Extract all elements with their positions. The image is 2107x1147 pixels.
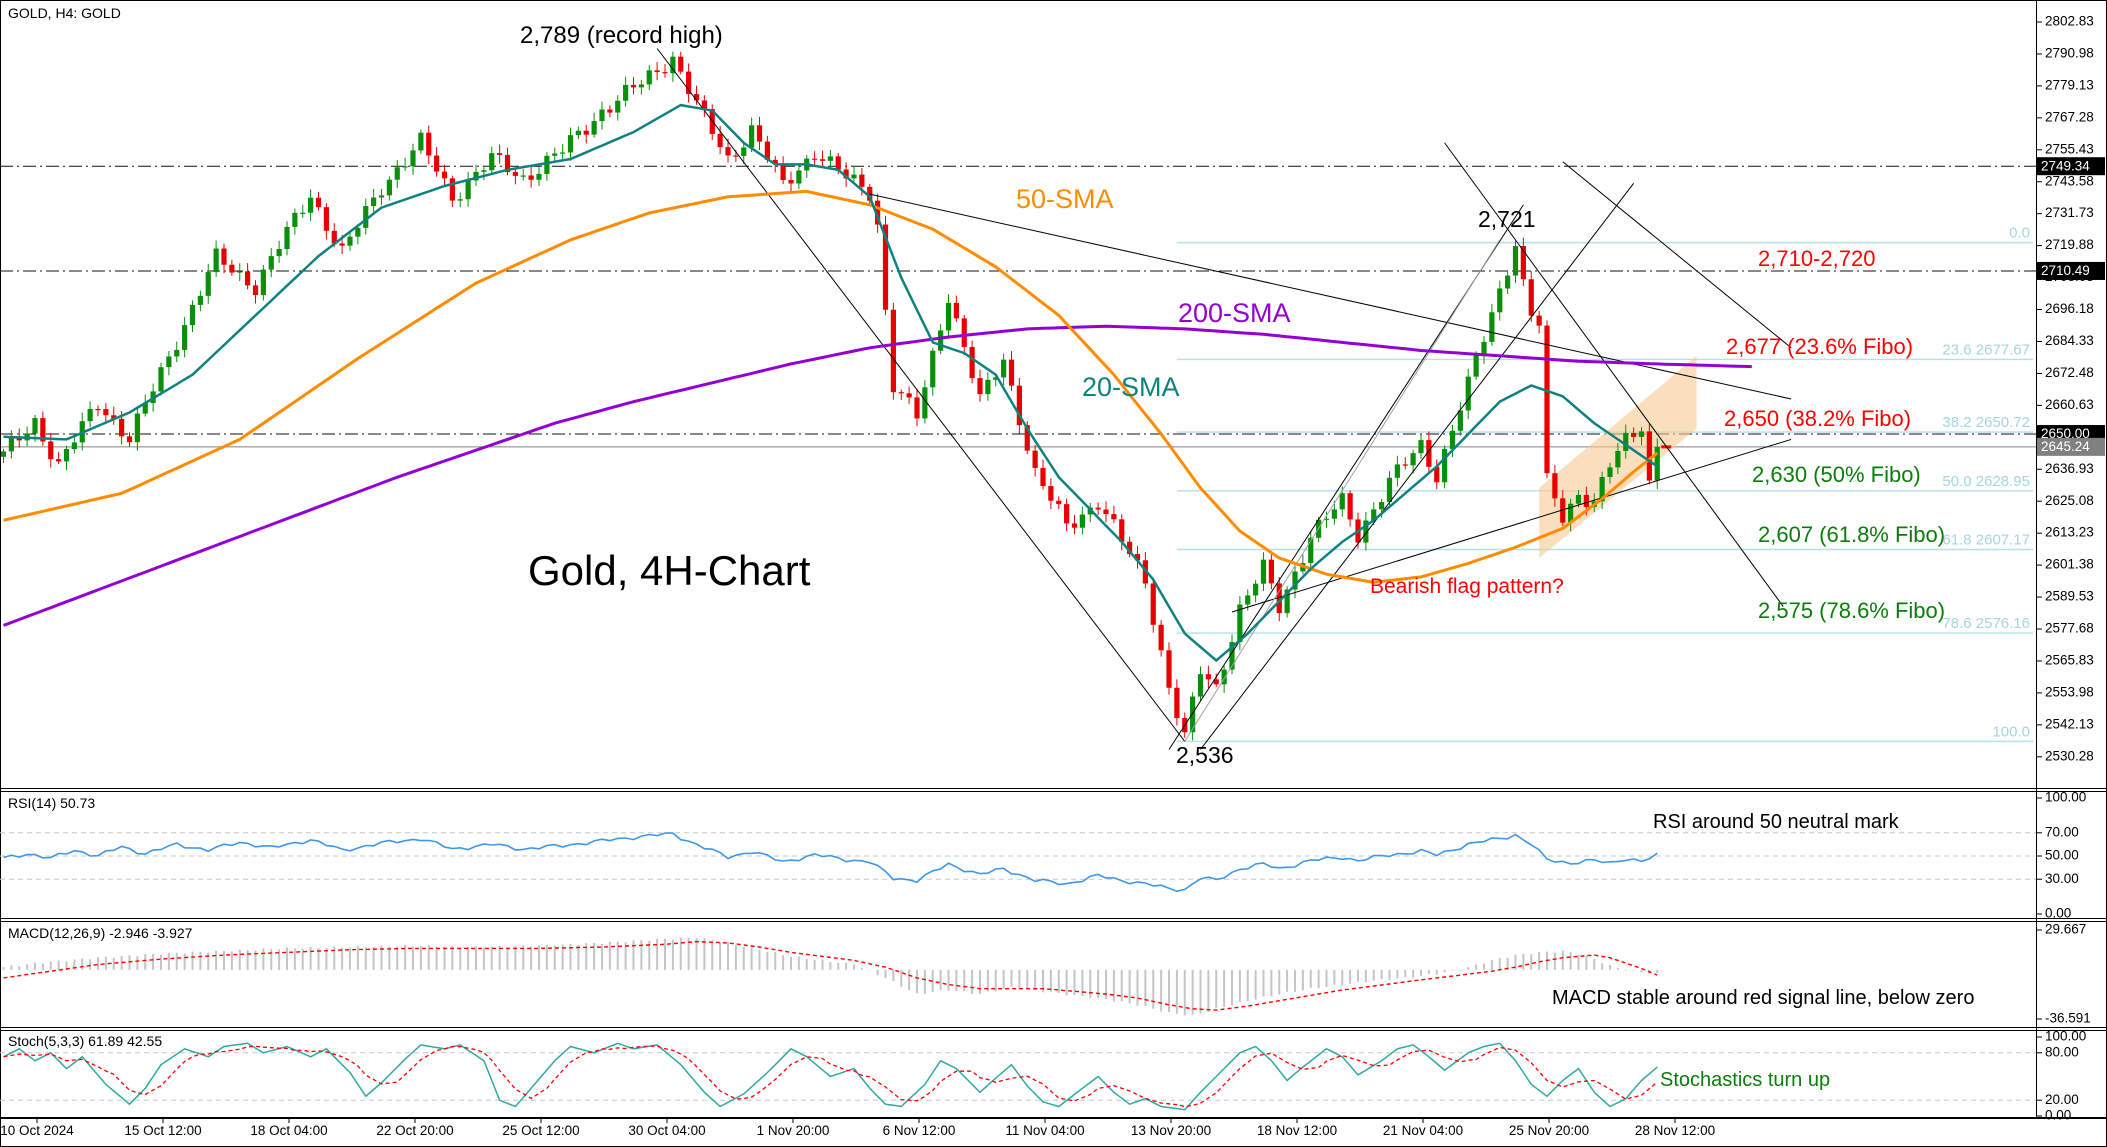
low-price-annotation: 2,536 xyxy=(1176,742,1234,768)
svg-text:20.00: 20.00 xyxy=(2045,1092,2079,1107)
zone-2710-2720-label: 2,710-2,720 xyxy=(1758,246,1876,271)
bearish-flag-annotation: Bearish flag pattern? xyxy=(1370,575,1564,598)
stochastic-panel xyxy=(0,1036,2042,1117)
svg-text:30.00: 30.00 xyxy=(2045,871,2079,886)
svg-text:2589.53: 2589.53 xyxy=(2045,589,2094,604)
svg-text:2625.08: 2625.08 xyxy=(2045,493,2094,508)
sma200-label: 200-SMA xyxy=(1178,298,1291,328)
svg-text:80.00: 80.00 xyxy=(2045,1044,2079,1059)
fibo-236-label: 2,677 (23.6% Fibo) xyxy=(1726,334,1914,359)
svg-text:29.667: 29.667 xyxy=(2045,922,2086,937)
candlesticks xyxy=(0,51,1672,741)
svg-text:6 Nov 12:00: 6 Nov 12:00 xyxy=(883,1123,956,1138)
svg-text:2672.48: 2672.48 xyxy=(2045,365,2094,380)
svg-text:2731.73: 2731.73 xyxy=(2045,205,2094,220)
svg-text:2684.33: 2684.33 xyxy=(2045,333,2094,348)
price-axis: 2802.83 2790.98 2779.13 2767.28 2755.43 2743.… xyxy=(2036,14,2105,1123)
svg-text:28 Nov 12:00: 28 Nov 12:00 xyxy=(1635,1123,1715,1138)
fibo-retracement-lines: 0.0 23.6 2677.67 38.2 2650.72 50.0 2628.95 6… xyxy=(1176,225,2033,743)
svg-text:2553.98: 2553.98 xyxy=(2045,684,2094,699)
svg-text:0.00: 0.00 xyxy=(2045,906,2071,921)
svg-text:2660.63: 2660.63 xyxy=(2045,397,2094,412)
sma-50-line xyxy=(3,189,1659,584)
svg-text:21 Nov 04:00: 21 Nov 04:00 xyxy=(1383,1123,1463,1138)
sma-20-line xyxy=(3,103,1659,663)
svg-text:2767.28: 2767.28 xyxy=(2045,109,2094,124)
svg-text:22 Oct 20:00: 22 Oct 20:00 xyxy=(376,1123,453,1138)
stoch-note-annotation: Stochastics turn up xyxy=(1660,1069,1831,1091)
svg-text:25 Nov 20:00: 25 Nov 20:00 xyxy=(1509,1123,1589,1138)
svg-text:2749.34: 2749.34 xyxy=(2041,158,2090,173)
svg-text:2779.13: 2779.13 xyxy=(2045,77,2094,92)
svg-text:13 Nov 20:00: 13 Nov 20:00 xyxy=(1131,1123,1211,1138)
svg-text:61.8 2607.17: 61.8 2607.17 xyxy=(1942,531,2030,548)
svg-text:2710.49: 2710.49 xyxy=(2041,263,2090,278)
fibo-50-label: 2,630 (50% Fibo) xyxy=(1752,462,1921,487)
svg-text:100.00: 100.00 xyxy=(2045,790,2086,805)
svg-text:78.6 2576.16: 78.6 2576.16 xyxy=(1942,615,2030,632)
svg-text:100.00: 100.00 xyxy=(2045,1029,2086,1044)
svg-text:10 Oct 2024: 10 Oct 2024 xyxy=(0,1123,74,1138)
svg-text:2719.88: 2719.88 xyxy=(2045,237,2094,252)
svg-text:18 Nov 12:00: 18 Nov 12:00 xyxy=(1257,1123,1337,1138)
svg-text:38.2 2650.72: 38.2 2650.72 xyxy=(1942,414,2030,431)
rsi-note-annotation: RSI around 50 neutral mark xyxy=(1653,811,1899,833)
svg-text:2790.98: 2790.98 xyxy=(2045,46,2094,61)
sma50-label: 50-SMA xyxy=(1016,184,1114,214)
svg-text:30 Oct 04:00: 30 Oct 04:00 xyxy=(628,1123,705,1138)
svg-text:70.00: 70.00 xyxy=(2045,824,2079,839)
svg-text:0.00: 0.00 xyxy=(2045,1108,2071,1123)
svg-text:50.0 2628.95: 50.0 2628.95 xyxy=(1942,473,2030,490)
svg-text:2636.93: 2636.93 xyxy=(2045,461,2094,476)
trendlines xyxy=(656,48,1792,750)
svg-text:0.0: 0.0 xyxy=(2009,225,2030,242)
macd-indicator-label: MACD(12,26,9) -2.946 -3.927 xyxy=(8,925,193,941)
svg-text:2696.18: 2696.18 xyxy=(2045,301,2094,316)
sma20-label: 20-SMA xyxy=(1082,372,1180,402)
svg-text:2645.24: 2645.24 xyxy=(2041,439,2090,454)
record-high-annotation: 2,789 (record high) xyxy=(520,22,723,49)
svg-text:15 Oct 12:00: 15 Oct 12:00 xyxy=(124,1123,201,1138)
rsi-indicator-label: RSI(14) 50.73 xyxy=(8,795,96,811)
svg-text:2613.23: 2613.23 xyxy=(2045,525,2094,540)
svg-text:100.0: 100.0 xyxy=(1992,723,2030,740)
svg-text:2530.28: 2530.28 xyxy=(2045,748,2094,763)
chart-title: Gold, 4H-Chart xyxy=(528,547,811,594)
stoch-indicator-label: Stoch(5,3,3) 61.89 42.55 xyxy=(8,1033,163,1049)
svg-text:2601.38: 2601.38 xyxy=(2045,557,2094,572)
rsi-panel xyxy=(0,797,2042,915)
svg-text:2755.43: 2755.43 xyxy=(2045,141,2094,156)
fibo-786-label: 2,575 (78.6% Fibo) xyxy=(1758,598,1946,623)
svg-text:1 Nov 20:00: 1 Nov 20:00 xyxy=(757,1123,830,1138)
svg-text:2577.68: 2577.68 xyxy=(2045,621,2094,636)
svg-text:18 Oct 04:00: 18 Oct 04:00 xyxy=(250,1123,327,1138)
svg-text:2542.13: 2542.13 xyxy=(2045,716,2094,731)
svg-text:25 Oct 12:00: 25 Oct 12:00 xyxy=(502,1123,579,1138)
svg-text:23.6 2677.67: 23.6 2677.67 xyxy=(1942,341,2030,358)
svg-text:2743.58: 2743.58 xyxy=(2045,173,2094,188)
fibo-382-label: 2,650 (38.2% Fibo) xyxy=(1724,406,1912,431)
svg-text:-36.591: -36.591 xyxy=(2045,1011,2091,1026)
sma-200-line xyxy=(2,324,1752,627)
svg-text:2650.00: 2650.00 xyxy=(2041,426,2090,441)
svg-text:11 Nov 04:00: 11 Nov 04:00 xyxy=(1005,1123,1084,1138)
svg-text:50.00: 50.00 xyxy=(2045,848,2079,863)
symbol-label: GOLD, H4: GOLD xyxy=(8,5,121,21)
time-axis: 10 Oct 2024 15 Oct 12:00 18 Oct 04:00 22 Oc… xyxy=(0,1118,1715,1138)
peak-price-annotation: 2,721 xyxy=(1478,206,1536,232)
macd-note-annotation: MACD stable around red signal line, belo… xyxy=(1552,987,1975,1009)
svg-text:2802.83: 2802.83 xyxy=(2045,14,2094,29)
macd-panel xyxy=(2,929,2042,1020)
fibo-618-label: 2,607 (61.8% Fibo) xyxy=(1758,522,1946,547)
svg-text:2565.83: 2565.83 xyxy=(2045,653,2094,668)
